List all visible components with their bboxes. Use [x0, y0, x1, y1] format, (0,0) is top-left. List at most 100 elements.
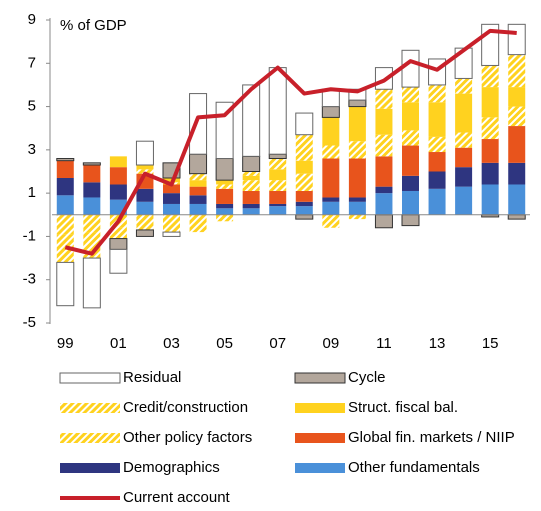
bar-segment [375, 186, 393, 194]
bar-segment [507, 214, 526, 220]
bar-segment [56, 195, 74, 215]
bar-segment [375, 89, 393, 109]
bar-segment [109, 156, 127, 168]
bar-segment [83, 182, 101, 198]
legend-label: Credit/construction [123, 399, 248, 416]
bar-segment [321, 106, 340, 118]
bar-segment [82, 162, 101, 166]
bar-segment [189, 186, 207, 196]
legend-label: Residual [123, 369, 181, 386]
bar-segment [136, 169, 154, 174]
bar-segment [56, 177, 74, 196]
bar-segment [109, 238, 128, 250]
bar-segment [402, 87, 419, 103]
bar-segment [481, 87, 499, 118]
legend-label: Other fundamentals [348, 459, 480, 476]
legend-swatch [60, 433, 120, 443]
x-tick-label: 15 [482, 335, 499, 352]
bar-segment [242, 203, 260, 209]
bar-segment [348, 214, 366, 220]
bar-segment [83, 197, 101, 215]
bar-segment [216, 184, 234, 189]
bar-segment [189, 153, 208, 175]
bar-segment [481, 139, 499, 163]
legend-label: Other policy factors [123, 429, 252, 446]
bar-segment [348, 201, 366, 215]
bar-segment [269, 203, 287, 207]
bar-segment [508, 184, 526, 215]
y-tick-label: -3 [23, 271, 36, 288]
bar-segment [216, 188, 234, 204]
bar-segment [402, 145, 419, 176]
y-tick-label: 9 [28, 11, 36, 28]
bar-segment [189, 203, 207, 215]
bar-segment [136, 165, 154, 170]
bar-segment [428, 188, 446, 215]
bar-segment [402, 175, 419, 191]
x-tick-label: 11 [376, 335, 392, 352]
bar-segment [269, 180, 287, 191]
bar-segment [295, 190, 313, 202]
bar-segment [455, 186, 473, 215]
bar-segment [348, 106, 366, 142]
bar-segment [402, 190, 419, 215]
x-tick-label: 09 [322, 335, 339, 352]
bar-segment [508, 162, 526, 185]
bar-segment [242, 84, 261, 157]
bar-segment [242, 190, 260, 204]
bar-segment [242, 208, 260, 215]
bar-segment [375, 156, 393, 187]
bar-segment [189, 214, 207, 233]
bar-segment [189, 195, 207, 204]
bar-segment [428, 84, 446, 103]
legend-label: Cycle [348, 369, 386, 386]
bar-segment [428, 152, 446, 172]
bar-segment [268, 67, 287, 155]
bar-segment [375, 108, 393, 135]
bar-segment [508, 54, 526, 88]
bar-segment [455, 147, 473, 168]
legend-swatch [295, 463, 345, 473]
bar-segment [109, 167, 127, 185]
bar-segment [481, 184, 499, 215]
bar-segment [455, 167, 473, 187]
bar-segment [136, 201, 154, 215]
bar-segment [508, 126, 526, 163]
x-tick-label: 03 [163, 335, 180, 352]
bar-segment [109, 184, 127, 200]
bar-segment [189, 93, 208, 155]
bar-segment [508, 87, 526, 107]
y-axis-label: % of GDP [60, 17, 127, 34]
y-tick-label: -1 [23, 227, 36, 244]
y-tick-label: 7 [28, 54, 36, 71]
bar-segment [507, 23, 526, 56]
bar-segment [322, 197, 340, 202]
bar-segment [242, 155, 261, 173]
bar-segment [322, 117, 340, 146]
bar-segment [481, 162, 499, 185]
bar-segment [348, 158, 366, 198]
bar-segment [455, 132, 473, 148]
bar-segment [455, 93, 473, 133]
bar-segment [109, 248, 128, 274]
bar-segment [216, 208, 234, 215]
legend-label: Demographics [123, 459, 220, 476]
x-tick-label: 05 [216, 335, 233, 352]
legend-swatch [60, 463, 120, 473]
bar-segment [216, 180, 234, 185]
bar-segment [295, 160, 313, 174]
bar-segment [455, 78, 473, 94]
legend-swatch [295, 403, 345, 413]
bar-segment [295, 134, 313, 161]
bar-segment [322, 158, 340, 198]
x-tick-label: 13 [429, 335, 446, 352]
bar-segment [83, 214, 101, 233]
bar-segment [136, 188, 154, 202]
y-tick-label: -5 [23, 314, 36, 331]
bar-segment [269, 206, 287, 215]
bar-segment [322, 201, 340, 215]
legend-swatch [59, 372, 121, 384]
bar-segment [82, 257, 101, 309]
bar-segment [268, 153, 287, 160]
